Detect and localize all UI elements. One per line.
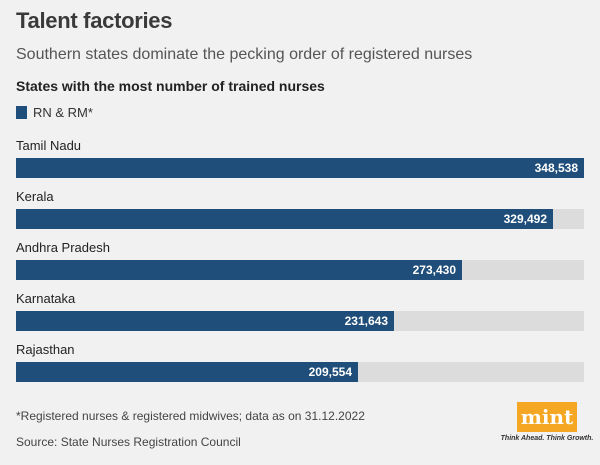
bar-group: Kerala 329,492 <box>16 189 584 240</box>
bar-category-label: Andhra Pradesh <box>16 240 110 255</box>
bar-group: Rajasthan 209,554 <box>16 342 584 393</box>
logo-wordmark: mint <box>517 402 577 432</box>
bar <box>16 209 553 229</box>
chart-title: Talent factories <box>16 8 173 33</box>
bar <box>16 362 358 382</box>
bar-category-label: Rajasthan <box>16 342 75 357</box>
chart-heading: States with the most number of trained n… <box>16 78 325 94</box>
source-note: Source: State Nurses Registration Counci… <box>16 435 241 449</box>
bar-track: 209,554 <box>16 362 584 382</box>
bar-group: Andhra Pradesh 273,430 <box>16 240 584 291</box>
bar <box>16 158 584 178</box>
bar-track: 273,430 <box>16 260 584 280</box>
bar-group: Tamil Nadu 348,538 <box>16 138 584 189</box>
bar-track: 231,643 <box>16 311 584 331</box>
mint-logo: mint Think Ahead. Think Growth. <box>501 402 593 442</box>
bar-chart: Tamil Nadu 348,538 Kerala 329,492 Andhra Pra… <box>16 138 584 393</box>
bar-value-label: 329,492 <box>503 212 547 226</box>
footnote: *Registered nurses & registered midwives… <box>16 409 365 423</box>
bar-category-label: Kerala <box>16 189 54 204</box>
bar-category-label: Karnataka <box>16 291 76 306</box>
bar-category-label: Tamil Nadu <box>16 138 82 153</box>
bar-value-label: 231,643 <box>344 314 388 328</box>
bar <box>16 260 462 280</box>
bar-value-label: 209,554 <box>308 365 352 379</box>
legend-label: RN & RM* <box>33 105 93 120</box>
bar-track: 348,538 <box>16 158 584 178</box>
logo-tagline: Think Ahead. Think Growth. <box>500 435 594 442</box>
legend-swatch <box>16 106 27 119</box>
bar-track: 329,492 <box>16 209 584 229</box>
chart-subtitle: Southern states dominate the pecking ord… <box>16 46 473 63</box>
bar-value-label: 348,538 <box>534 161 578 175</box>
legend: RN & RM* <box>16 105 93 120</box>
bar-value-label: 273,430 <box>412 263 456 277</box>
bar-group: Karnataka 231,643 <box>16 291 584 342</box>
bar <box>16 311 394 331</box>
